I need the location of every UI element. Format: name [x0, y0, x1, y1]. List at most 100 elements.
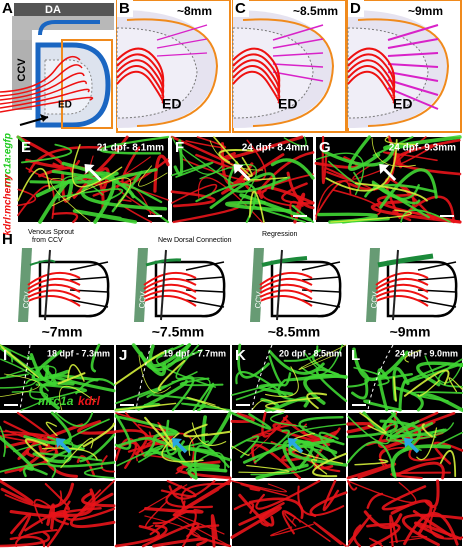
red-vessel	[116, 53, 165, 94]
vessel-signal	[146, 376, 195, 412]
vessel-signal	[114, 351, 165, 385]
vessel-signal	[183, 423, 232, 438]
vessel-signal	[271, 396, 310, 412]
vessel-signal	[152, 537, 209, 548]
red-vessel	[27, 283, 81, 294]
magenta-vessel	[272, 52, 324, 57]
vessel-signal	[71, 144, 123, 188]
vessel-signal	[382, 151, 438, 162]
vessel-signal	[160, 479, 197, 498]
magenta-vessel	[272, 38, 324, 49]
red-vessel	[0, 55, 81, 93]
red-vessel	[27, 295, 81, 307]
red-vessel	[259, 271, 313, 286]
vessel-signal	[116, 444, 164, 467]
outline-vessel	[185, 299, 225, 308]
vessel-signal	[173, 514, 231, 547]
vessel-signal	[63, 500, 116, 521]
magenta-vessel	[272, 63, 324, 68]
vessel-signal	[291, 204, 314, 223]
vessel-signal	[213, 136, 253, 177]
vessel-signal	[195, 182, 257, 224]
vessel-signal	[144, 500, 168, 529]
vessel-signal	[182, 139, 267, 182]
vessel-signal	[230, 435, 260, 459]
vessel-signal	[114, 415, 179, 436]
red-vessel	[259, 283, 313, 294]
vessel-signal	[153, 524, 168, 541]
vessel-signal	[180, 482, 231, 509]
vessel-signal	[0, 463, 57, 478]
green-sprout	[377, 253, 434, 268]
label: ED	[162, 96, 181, 112]
panel-letter: A	[2, 0, 13, 17]
red-vessel	[143, 289, 197, 300]
vessel-signal	[46, 503, 56, 530]
ccv-bar	[250, 248, 264, 322]
vessel-signal	[378, 441, 406, 467]
vessel-signal	[11, 391, 49, 411]
vessel-signal	[347, 480, 417, 504]
label: CCV	[253, 290, 263, 308]
vessel-signal	[362, 411, 387, 432]
arrow	[236, 166, 251, 182]
vessel-signal	[325, 138, 398, 192]
vessel-signal	[90, 343, 101, 373]
vessel-signal	[265, 366, 299, 398]
vessel-signal	[366, 523, 401, 548]
label: ~9mm	[390, 324, 431, 340]
red-vessel	[347, 59, 396, 97]
vessel-signal	[300, 344, 344, 376]
vessel-signal	[252, 205, 306, 223]
magenta-vessel	[156, 52, 208, 57]
vessel-signal	[201, 411, 232, 448]
vessel-signal	[35, 482, 75, 509]
vessel-signal	[31, 349, 70, 382]
vessel-signal	[167, 349, 203, 366]
vessel-signal	[246, 439, 307, 449]
vessel-signal	[25, 438, 49, 462]
panel-letter: B	[119, 0, 130, 17]
label: kdrl:mcherry	[3, 174, 14, 236]
vessel-signal	[230, 412, 255, 423]
magenta-vessel	[272, 24, 324, 41]
vessel-signal	[191, 422, 227, 446]
vessel-signal	[118, 199, 153, 223]
vessel-signal	[347, 514, 372, 547]
blue-arrow-head	[172, 438, 182, 448]
vessel-signal	[114, 524, 161, 548]
magenta-vessel	[387, 71, 439, 82]
eye-outline	[154, 260, 226, 318]
outline-vessel	[185, 276, 225, 281]
vessel-signal	[346, 418, 398, 439]
red-vessel	[259, 295, 313, 307]
label: ED	[58, 100, 72, 111]
vessel-signal	[16, 135, 28, 150]
magenta-vessel	[387, 87, 439, 110]
red-vessel	[116, 65, 165, 100]
vessel-signal	[60, 437, 94, 469]
vessel-signal	[209, 140, 264, 171]
arrow-head	[84, 164, 95, 174]
vessel-signal	[313, 521, 347, 547]
blue-vessel	[38, 20, 100, 36]
red-vessel	[143, 283, 197, 294]
vessel-signal	[209, 172, 276, 209]
vessel-signal	[80, 480, 115, 513]
vessel-signal	[99, 135, 170, 155]
arrow-head	[233, 164, 244, 174]
vessel-signal	[77, 420, 116, 435]
ccv-bar	[134, 248, 148, 322]
red-vessel	[375, 271, 429, 286]
vessel-signal	[173, 139, 184, 176]
vessel-signal	[417, 379, 440, 397]
vessel-signal	[47, 443, 116, 468]
vessel-signal	[17, 168, 51, 202]
vessel-signal	[439, 449, 457, 478]
vessel-signal	[359, 412, 387, 434]
da-bar	[12, 3, 114, 16]
label: CCV	[369, 290, 379, 308]
vessel-signal	[393, 376, 398, 402]
vessel-signal	[50, 178, 91, 222]
